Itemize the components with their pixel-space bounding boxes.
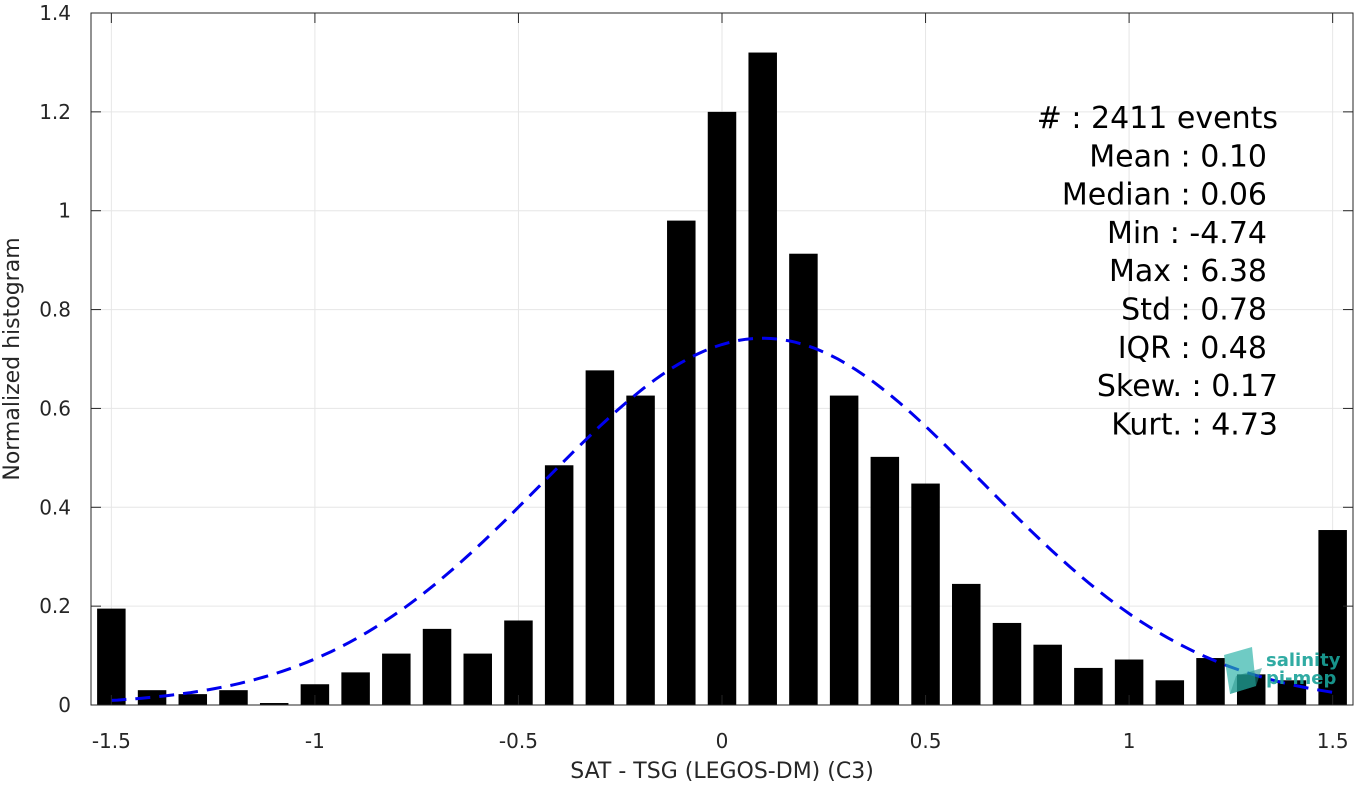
histogram-bar	[870, 456, 900, 705]
histogram-bars	[97, 52, 1347, 706]
histogram-bar	[1155, 680, 1185, 705]
histogram-bar	[585, 370, 615, 705]
y-tick-label: 0.4	[39, 495, 71, 519]
histogram-bar	[178, 694, 208, 705]
stat-line: Min : -4.74	[1107, 216, 1267, 251]
stat-line: # : 2411 events	[1037, 101, 1278, 136]
histogram-bar	[504, 620, 533, 705]
logo-text-line2: pi-mep	[1266, 668, 1336, 689]
histogram-bar	[382, 653, 411, 705]
salinity-pi-mep-logo: salinity pi-mep	[1224, 647, 1341, 694]
histogram-bar	[1318, 530, 1347, 705]
x-tick-label: -1.5	[92, 729, 131, 753]
y-tick-label: 0.2	[39, 594, 71, 618]
y-tick-label: 1	[58, 199, 71, 223]
histogram-bar	[1277, 680, 1307, 705]
x-tick-label: 1.5	[1317, 729, 1349, 753]
x-tick-label: 0.5	[910, 729, 942, 753]
histogram-bar	[1074, 667, 1103, 705]
axis-ticks	[91, 12, 1353, 706]
histogram-bar	[137, 690, 167, 705]
y-tick-label: 0.6	[39, 396, 71, 420]
x-tick-label: 1	[1123, 729, 1136, 753]
histogram-bar	[667, 220, 696, 705]
x-tick-label: -1	[305, 729, 325, 753]
histogram-bar	[748, 52, 777, 706]
y-tick-label: 1.2	[39, 100, 71, 124]
stat-line: Skew. : 0.17	[1097, 369, 1278, 404]
histogram-bar	[911, 483, 940, 705]
x-tick-label: 0	[716, 729, 729, 753]
x-axis-title: SAT - TSG (LEGOS-DM) (C3)	[570, 759, 874, 784]
y-tick-label: 0	[58, 693, 71, 717]
stat-line: Max : 6.38	[1109, 254, 1267, 289]
histogram-bar	[544, 465, 574, 705]
histogram-bar	[829, 395, 859, 705]
stat-line: IQR : 0.48	[1118, 331, 1267, 366]
histogram-bar	[626, 395, 655, 705]
histogram-bar	[1196, 658, 1225, 705]
logo-text-line1: salinity	[1266, 650, 1341, 671]
histogram-bar	[1033, 644, 1062, 705]
stat-line: Kurt. : 4.73	[1111, 407, 1278, 442]
logo-mark-shade	[1230, 668, 1262, 694]
histogram-bar	[789, 253, 818, 705]
histogram-bar	[707, 111, 737, 706]
x-tick-label: -0.5	[499, 729, 538, 753]
histogram-bar	[219, 690, 248, 705]
histogram-bar	[97, 608, 126, 705]
y-tick-label: 0.8	[39, 298, 71, 322]
stat-line: Std : 0.78	[1121, 293, 1267, 328]
stat-line: Mean : 0.10	[1089, 139, 1267, 174]
histogram-bar	[992, 622, 1022, 705]
stat-line: Median : 0.06	[1062, 178, 1267, 213]
histogram-bar	[259, 703, 289, 705]
histogram-bar	[463, 653, 492, 705]
y-tick-label: 1.4	[39, 1, 71, 25]
histogram-bar	[422, 628, 452, 705]
histogram-bar	[341, 672, 370, 705]
tick-labels: -1.5 -1 -0.5 0 0.5 1 1.5 0 0.2 0.4 0.6 0.8 1 1.2 1.4	[39, 1, 1348, 753]
y-axis-title: Normalized histogram	[0, 237, 25, 480]
histogram-bar	[300, 684, 330, 705]
histogram-bar	[952, 583, 981, 705]
normal-fit-curve	[111, 336, 1333, 702]
